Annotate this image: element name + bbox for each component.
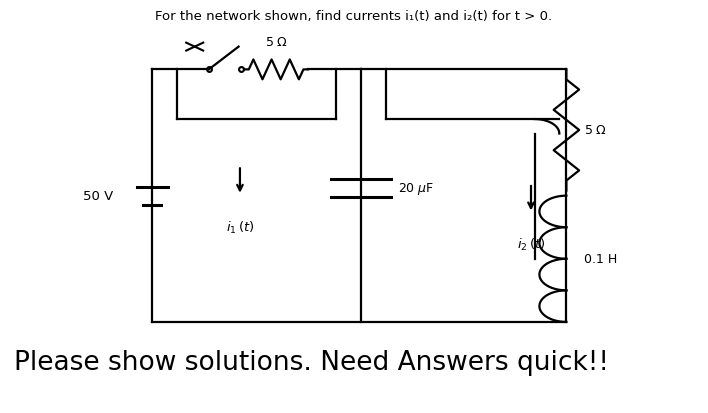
- Text: 5 $\Omega$: 5 $\Omega$: [265, 36, 287, 49]
- Text: For the network shown, find currents i₁(t) and i₂(t) for t > 0.: For the network shown, find currents i₁(…: [156, 10, 552, 23]
- Text: $i_2\,(t)$: $i_2\,(t)$: [517, 237, 545, 253]
- Text: $i_1\,(t)$: $i_1\,(t)$: [226, 219, 254, 235]
- Text: 50 V: 50 V: [83, 190, 113, 203]
- Text: 5 $\Omega$: 5 $\Omega$: [584, 124, 607, 137]
- Text: Please show solutions. Need Answers quick!!: Please show solutions. Need Answers quic…: [14, 349, 609, 375]
- Text: 0.1 H: 0.1 H: [584, 253, 617, 266]
- Text: 20 $\mu$F: 20 $\mu$F: [398, 180, 434, 197]
